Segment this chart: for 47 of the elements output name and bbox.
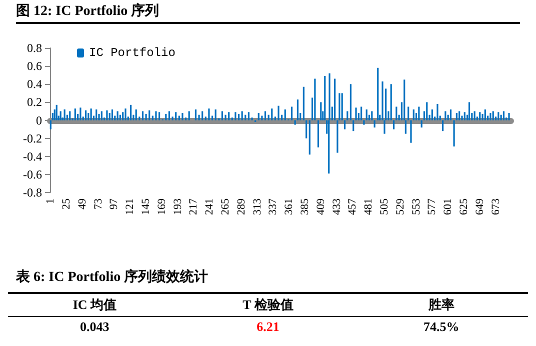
category-label: 胜率 — [354, 293, 528, 316]
y-tick-label: -0.8 — [23, 186, 42, 200]
y-tick-label: -0.2 — [23, 131, 42, 146]
x-tick-label: 553 — [410, 198, 422, 215]
x-tick-label: 625 — [458, 198, 470, 215]
x-tick-label: 337 — [267, 198, 280, 215]
legend-label: IC Portfolio — [89, 46, 176, 60]
x-tick-label: 361 — [283, 198, 296, 215]
x-tick-label: 169 — [156, 198, 168, 215]
x-tick-label: 49 — [76, 198, 88, 210]
x-tick-label: 505 — [378, 198, 390, 215]
x-tick-label: 73 — [92, 198, 104, 210]
y-tick-label: 0.4 — [27, 77, 42, 92]
x-tick-label: 121 — [124, 198, 136, 215]
x-tick-label: 1 — [44, 198, 57, 204]
chart-title: 图 12: IC Portfolio 序列 — [16, 2, 520, 24]
x-tick-label: 25 — [60, 198, 73, 210]
x-tick-label: 457 — [346, 198, 359, 215]
x-tick-label: 241 — [204, 198, 216, 215]
x-tick-label: 289 — [235, 198, 248, 215]
text: 6.21 — [256, 319, 280, 334]
x-tick-label: 433 — [330, 198, 343, 215]
category-label: T 检验值 — [181, 293, 355, 316]
x-tick-label: 97 — [108, 198, 120, 210]
x-tick-label: 529 — [394, 198, 406, 215]
x-tick-label: 145 — [140, 198, 152, 215]
category-label: IC 均值 — [8, 293, 182, 316]
x-tick-label: 673 — [490, 198, 502, 215]
y-tick-label: 0 — [36, 113, 42, 128]
x-tick-label: 193 — [172, 198, 184, 215]
x-tick-label: 265 — [220, 198, 232, 215]
x-tick-label: 217 — [188, 198, 200, 215]
x-tick-label: 577 — [426, 198, 438, 215]
x-tick-label: 409 — [314, 198, 327, 215]
text: 表 6: IC Portfolio 序列绩效统计 — [16, 268, 210, 286]
x-tick-label: 481 — [362, 198, 375, 215]
text: 74.5% — [423, 319, 460, 334]
y-tick-label: 0.6 — [27, 59, 42, 74]
x-tick-label: 385 — [299, 198, 312, 215]
text: 0.043 — [80, 319, 110, 334]
y-tick-label: -0.6 — [23, 167, 42, 182]
x-tick-label: 649 — [474, 198, 486, 215]
y-tick-label: 0.2 — [27, 95, 42, 110]
x-tick-label: 601 — [442, 198, 454, 215]
x-tick-label: 313 — [251, 198, 264, 215]
y-tick-label: 0.8 — [27, 41, 42, 55]
y-tick-label: -0.4 — [23, 149, 42, 164]
